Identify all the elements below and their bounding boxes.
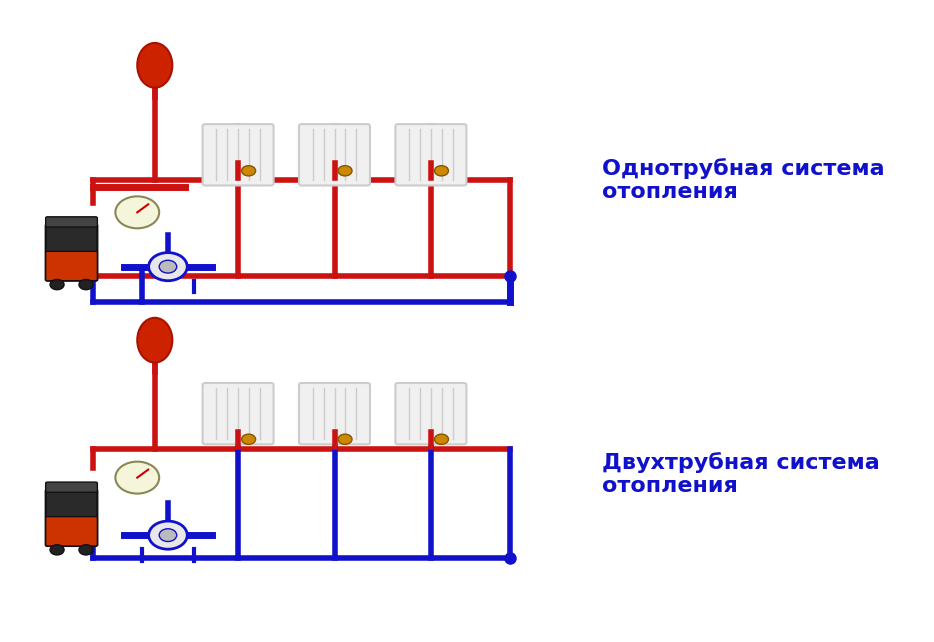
Ellipse shape [137, 318, 173, 363]
Circle shape [434, 434, 448, 444]
FancyBboxPatch shape [46, 482, 97, 492]
Circle shape [79, 544, 93, 555]
Text: Однотрубная система
отопления: Однотрубная система отопления [601, 159, 884, 202]
Ellipse shape [137, 43, 173, 88]
FancyBboxPatch shape [395, 124, 466, 186]
FancyBboxPatch shape [46, 217, 97, 227]
Circle shape [149, 252, 187, 281]
FancyBboxPatch shape [203, 383, 274, 444]
Circle shape [338, 166, 352, 176]
FancyBboxPatch shape [203, 124, 274, 186]
FancyBboxPatch shape [46, 517, 97, 546]
FancyBboxPatch shape [46, 490, 97, 546]
FancyBboxPatch shape [299, 383, 370, 444]
FancyBboxPatch shape [395, 383, 466, 444]
Circle shape [50, 279, 64, 290]
Circle shape [434, 166, 448, 176]
Circle shape [50, 544, 64, 555]
Circle shape [115, 196, 159, 229]
Circle shape [115, 462, 159, 494]
FancyBboxPatch shape [46, 225, 97, 281]
FancyBboxPatch shape [46, 251, 97, 281]
Circle shape [79, 279, 93, 290]
Circle shape [159, 529, 177, 542]
Circle shape [338, 434, 352, 444]
Circle shape [149, 521, 187, 549]
Circle shape [242, 434, 256, 444]
Circle shape [242, 166, 256, 176]
Text: Двухтрубная система
отопления: Двухтрубная система отопления [601, 453, 880, 496]
FancyBboxPatch shape [299, 124, 370, 186]
Circle shape [159, 260, 177, 273]
